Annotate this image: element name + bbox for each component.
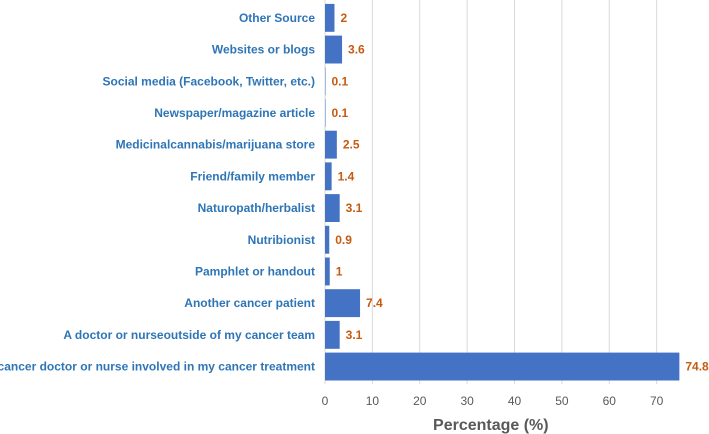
value-label-4: 0.1 bbox=[331, 106, 348, 120]
value-label-12: 74.8 bbox=[685, 360, 709, 374]
value-label-9: 1 bbox=[336, 264, 343, 278]
bar-5 bbox=[325, 130, 337, 159]
value-label-10: 7.4 bbox=[366, 296, 383, 310]
gridlines bbox=[324, 0, 658, 384]
bar-2 bbox=[325, 35, 343, 64]
category-labels: Other Source Websites or blogs Social medi… bbox=[0, 11, 315, 374]
value-label-5: 2.5 bbox=[343, 138, 360, 152]
x-tick-labels: 0 10 20 30 40 50 60 70 bbox=[322, 394, 664, 408]
category-label-3: Social media (Facebook, Twitter, etc.) bbox=[102, 74, 315, 88]
category-label-2: Websites or blogs bbox=[212, 43, 315, 57]
bar-8 bbox=[325, 225, 330, 254]
category-label-6: Friend/family member bbox=[190, 169, 315, 183]
bar-10 bbox=[325, 289, 361, 318]
category-label-8: Nutribionist bbox=[248, 233, 315, 247]
value-label-2: 3.6 bbox=[348, 43, 365, 57]
bars bbox=[325, 3, 680, 381]
value-label-8: 0.9 bbox=[335, 233, 352, 247]
category-label-7: Naturopath/herbalist bbox=[198, 201, 315, 215]
bar-1 bbox=[325, 3, 335, 32]
category-label-11: A doctor or nurseoutside of my cancer te… bbox=[63, 328, 315, 342]
bar-11 bbox=[325, 320, 340, 349]
x-tick-40: 40 bbox=[508, 394, 522, 408]
x-tick-10: 10 bbox=[366, 394, 380, 408]
value-label-6: 1.4 bbox=[338, 169, 355, 183]
x-tick-20: 20 bbox=[413, 394, 427, 408]
category-label-9: Pamphlet or handout bbox=[195, 264, 315, 278]
category-label-5: Medicinalcannabis/marijuana store bbox=[116, 138, 316, 152]
bar-6 bbox=[325, 162, 332, 191]
category-label-10: Another cancer patient bbox=[184, 296, 315, 310]
category-label-1: Other Source bbox=[239, 11, 315, 25]
category-label-12: A cancer doctor or nurse involved in my … bbox=[0, 360, 315, 374]
value-label-1: 2 bbox=[340, 11, 347, 25]
value-label-7: 3.1 bbox=[346, 201, 363, 215]
x-axis-title: Percentage (%) bbox=[433, 417, 549, 434]
bar-9 bbox=[325, 257, 330, 286]
x-tick-0: 0 bbox=[322, 394, 329, 408]
x-tick-50: 50 bbox=[555, 394, 569, 408]
value-label-11: 3.1 bbox=[346, 328, 363, 342]
bar-12 bbox=[325, 352, 680, 381]
value-labels: 2 3.6 0.1 0.1 2.5 1.4 3.1 0.9 1 7.4 3.1 74.8 bbox=[331, 11, 709, 374]
bar-7 bbox=[325, 194, 340, 222]
category-label-4: Newspaper/magazine article bbox=[154, 106, 315, 120]
x-tick-70: 70 bbox=[650, 394, 664, 408]
x-tick-30: 30 bbox=[460, 394, 474, 408]
value-label-3: 0.1 bbox=[331, 74, 348, 88]
x-tick-60: 60 bbox=[603, 394, 617, 408]
